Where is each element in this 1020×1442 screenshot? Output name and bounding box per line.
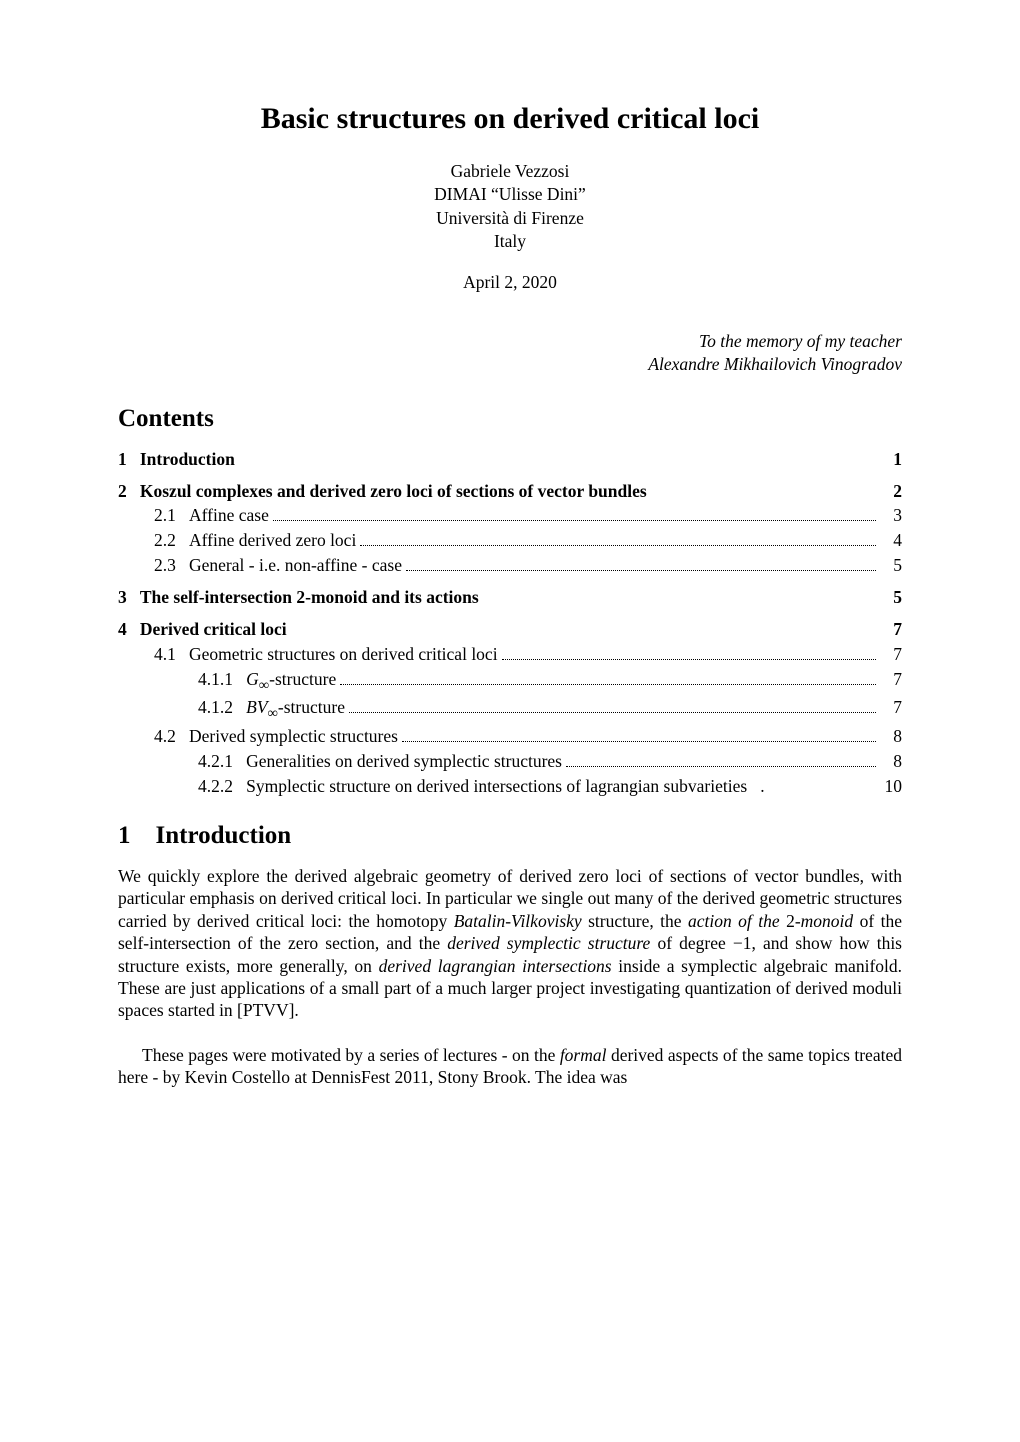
toc-number: 4.1.2 <box>198 697 246 719</box>
toc-page: 5 <box>880 555 902 577</box>
toc-page: 8 <box>880 751 902 773</box>
toc-label: Affine case <box>189 505 269 527</box>
toc-entry: 2.2 Affine derived zero loci 4 <box>118 530 902 552</box>
toc-entry: 4.1.1 G∞-structure 7 <box>118 669 902 695</box>
toc-page: 7 <box>880 669 902 691</box>
table-of-contents: 1 Introduction 1 2 Koszul complexes and … <box>118 449 902 798</box>
intro-paragraph-2: These pages were motivated by a series o… <box>118 1044 902 1089</box>
toc-entry: 4.1.2 BV∞-structure 7 <box>118 697 902 723</box>
toc-entry: 4.2.1 Generalities on derived symplectic… <box>118 751 902 773</box>
toc-entry: 4.1 Geometric structures on derived crit… <box>118 644 902 666</box>
section-number: 1 <box>118 822 131 849</box>
section-heading-introduction: 1 Introduction <box>118 820 902 851</box>
toc-number: 4.2.1 <box>198 751 246 773</box>
toc-page: 3 <box>880 505 902 527</box>
toc-dot-leader <box>360 530 876 546</box>
toc-entry: 3 The self-intersection 2-monoid and its… <box>118 587 902 609</box>
toc-number: 2.1 <box>154 505 189 527</box>
toc-entry: 4.2.2 Symplectic structure on derived in… <box>118 776 902 798</box>
toc-page: 7 <box>880 697 902 719</box>
toc-number: 2 <box>118 481 140 503</box>
toc-number: 4.2.2 <box>198 776 246 798</box>
toc-label: Symplectic structure on derived intersec… <box>246 776 765 798</box>
toc-page: 1 <box>880 449 902 471</box>
paper-title: Basic structures on derived critical loc… <box>118 100 902 138</box>
toc-label: Koszul complexes and derived zero loci o… <box>140 481 647 503</box>
contents-heading: Contents <box>118 403 902 434</box>
toc-label: General - i.e. non-affine - case <box>189 555 402 577</box>
toc-dot-leader <box>566 751 876 767</box>
toc-number: 1 <box>118 449 140 471</box>
toc-label: Generalities on derived symplectic struc… <box>246 751 562 773</box>
toc-dot-leader <box>406 555 876 571</box>
toc-page: 7 <box>880 644 902 666</box>
toc-dot-leader <box>340 669 876 685</box>
page: Basic structures on derived critical loc… <box>0 0 1020 1442</box>
toc-page: 8 <box>880 726 902 748</box>
toc-label: Derived critical loci <box>140 619 287 641</box>
toc-page: 10 <box>880 776 902 798</box>
toc-label: Affine derived zero loci <box>189 530 356 552</box>
toc-number: 4.2 <box>154 726 189 748</box>
toc-label: Geometric structures on derived critical… <box>189 644 498 666</box>
toc-number: 4 <box>118 619 140 641</box>
toc-entry: 1 Introduction 1 <box>118 449 902 471</box>
author-name: Gabriele Vezzosi <box>118 160 902 184</box>
toc-dot-leader <box>349 697 876 713</box>
toc-page: 4 <box>880 530 902 552</box>
dedication-line-2: Alexandre Mikhailovich Vinogradov <box>118 353 902 376</box>
toc-page: 5 <box>880 587 902 609</box>
author-country: Italy <box>118 230 902 254</box>
toc-dot-leader <box>402 726 876 742</box>
toc-entry: 4.2 Derived symplectic structures 8 <box>118 726 902 748</box>
toc-page: 7 <box>880 619 902 641</box>
toc-number: 3 <box>118 587 140 609</box>
toc-label: Introduction <box>140 449 235 471</box>
toc-dot-leader <box>502 644 876 660</box>
dedication: To the memory of my teacher Alexandre Mi… <box>118 330 902 376</box>
toc-label: BV∞-structure <box>246 697 345 723</box>
toc-number: 2.2 <box>154 530 189 552</box>
toc-number: 4.1.1 <box>198 669 246 691</box>
author-affiliation-2: Università di Firenze <box>118 207 902 231</box>
toc-label: The self-intersection 2-monoid and its a… <box>140 587 479 609</box>
dedication-line-1: To the memory of my teacher <box>118 330 902 353</box>
toc-entry: 2.3 General - i.e. non-affine - case 5 <box>118 555 902 577</box>
toc-dot-leader <box>273 506 876 522</box>
toc-entry: 2 Koszul complexes and derived zero loci… <box>118 481 902 503</box>
toc-number: 2.3 <box>154 555 189 577</box>
toc-page: 2 <box>880 481 902 503</box>
section-title: Introduction <box>156 822 292 849</box>
author-block: Gabriele Vezzosi DIMAI “Ulisse Dini” Uni… <box>118 160 902 255</box>
toc-label: G∞-structure <box>246 669 336 695</box>
toc-entry: 2.1 Affine case 3 <box>118 505 902 527</box>
author-affiliation-1: DIMAI “Ulisse Dini” <box>118 183 902 207</box>
intro-paragraph-1: We quickly explore the derived algebraic… <box>118 865 902 1022</box>
toc-entry: 4 Derived critical loci 7 <box>118 619 902 641</box>
toc-number: 4.1 <box>154 644 189 666</box>
paper-date: April 2, 2020 <box>118 272 902 294</box>
toc-label: Derived symplectic structures <box>189 726 398 748</box>
